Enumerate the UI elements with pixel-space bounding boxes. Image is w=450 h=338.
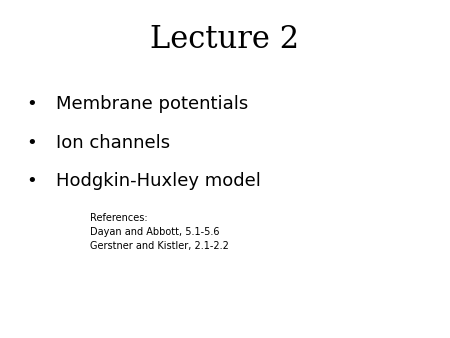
Text: •: • [26,172,37,190]
Text: References:
Dayan and Abbott, 5.1-5.6
Gerstner and Kistler, 2.1-2.2: References: Dayan and Abbott, 5.1-5.6 Ge… [90,213,229,251]
Text: Hodgkin-Huxley model: Hodgkin-Huxley model [56,172,261,190]
Text: •: • [26,95,37,113]
Text: Lecture 2: Lecture 2 [150,24,300,55]
Text: •: • [26,134,37,151]
Text: Ion channels: Ion channels [56,134,171,151]
Text: Membrane potentials: Membrane potentials [56,95,248,113]
